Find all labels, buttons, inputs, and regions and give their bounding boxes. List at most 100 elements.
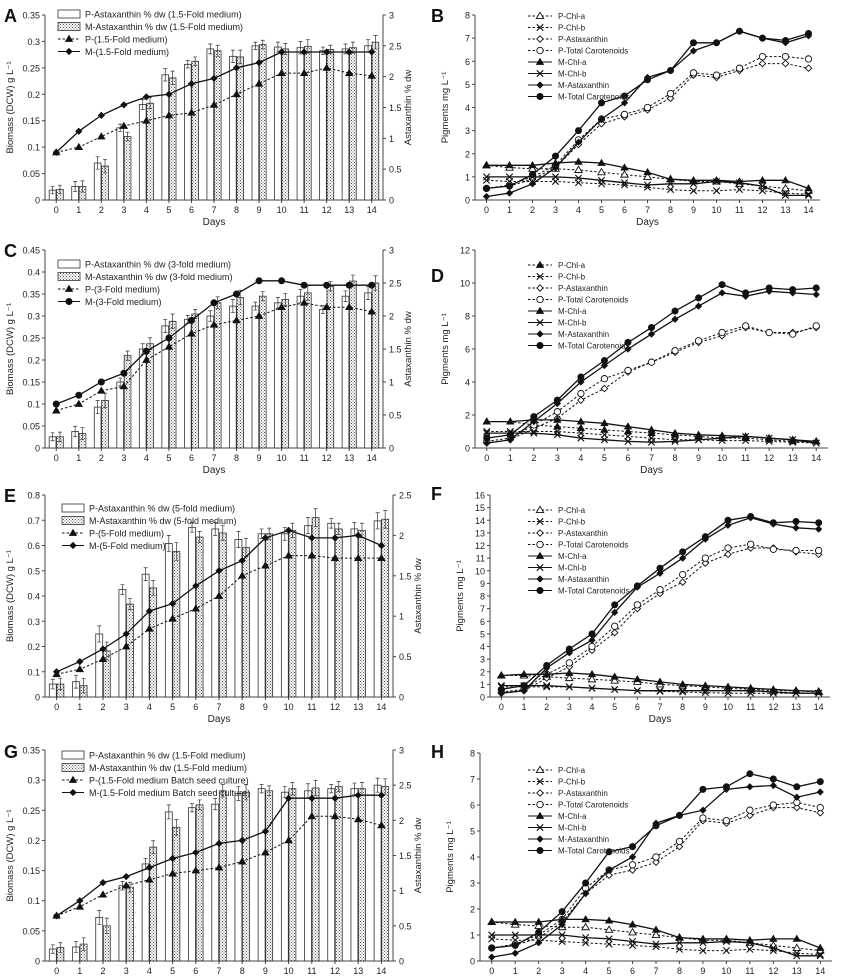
data-point: [187, 329, 196, 337]
data-point: [121, 642, 131, 650]
y-tick-label: 14: [475, 516, 485, 526]
data-point: [505, 182, 513, 190]
data-point: [610, 676, 620, 684]
x-tick-label: 4: [144, 205, 149, 215]
legend-label: M-Astaxanthin: [558, 330, 609, 339]
data-point: [678, 578, 687, 586]
y-tick-label: 6: [470, 801, 475, 811]
x-tick-label: 12: [322, 453, 332, 463]
y2-axis-title: Astaxanthin % dw: [403, 70, 414, 146]
data-point: [122, 872, 130, 881]
data-point: [624, 366, 632, 375]
error-bar: [57, 431, 62, 442]
data-point: [781, 36, 789, 44]
bar-p-day-9: [251, 45, 260, 201]
legend-label: P-(3-Fold medium): [85, 285, 160, 295]
data-point: [812, 290, 820, 299]
legend-label: M-Chl-a: [558, 552, 587, 561]
y-tick-label: 13: [475, 528, 485, 538]
legend-marker: [535, 306, 545, 314]
legend-marker: [536, 46, 544, 55]
legend-label: M-(1.5-Fold medium): [85, 47, 169, 57]
x-tick-label: 11: [745, 966, 754, 976]
data-point: [675, 939, 684, 947]
bar-p-day-8: [229, 305, 237, 449]
x-tick-label: 12: [768, 702, 778, 712]
bar-m-day-14: [371, 282, 380, 449]
error-bar: [208, 310, 213, 322]
data-point: [277, 48, 286, 56]
data-point: [624, 338, 632, 346]
bar-m-day-13: [349, 47, 357, 201]
data-point: [604, 916, 614, 924]
error-bar: [329, 518, 334, 529]
data-point: [816, 778, 824, 786]
series-line-p-1-5-fold-medium-batch-seed-culture: [56, 815, 382, 917]
legend-label: M-(3-Fold medium): [85, 297, 162, 307]
error-bar: [125, 131, 130, 142]
data-point: [75, 902, 85, 910]
error-bar: [236, 531, 241, 548]
y-tick-label: 2: [465, 149, 470, 159]
x-tick-label: 11: [307, 702, 316, 712]
data-point: [119, 382, 129, 390]
x-tick-label: 3: [560, 966, 565, 976]
data-point: [689, 47, 698, 55]
y-axis-title: Pigments mg L⁻¹: [440, 72, 451, 144]
data-point: [597, 99, 605, 107]
data-point: [511, 931, 519, 939]
data-point: [611, 608, 619, 617]
x-tick-label: 14: [367, 205, 377, 215]
data-point: [581, 922, 591, 931]
data-point: [718, 328, 726, 337]
legend-label: P-(1.5-Fold medium Batch seed culture): [89, 776, 249, 786]
y-tick-label: 12: [475, 541, 485, 551]
y-tick-label: 0: [35, 693, 40, 703]
error-bar: [213, 522, 218, 536]
data-point: [553, 431, 561, 439]
error-bar: [243, 784, 248, 801]
legend-label: M-Chl-b: [558, 564, 587, 573]
error-bar: [120, 881, 125, 891]
data-point: [699, 785, 707, 793]
bar-p-day-9: [257, 788, 266, 962]
data-point: [191, 604, 201, 612]
data-point: [804, 55, 813, 63]
legend-label: M-(5-Fold medium): [89, 541, 166, 551]
error-bar: [373, 35, 378, 50]
legend-label: M-Total Carotenoids: [558, 587, 630, 596]
error-bar: [328, 281, 333, 292]
error-bar: [104, 917, 109, 934]
data-point: [497, 671, 506, 679]
bar-p-day-7: [206, 48, 215, 201]
data-point: [643, 76, 651, 84]
error-bar: [170, 313, 175, 329]
data-point: [804, 184, 813, 192]
data-point: [354, 791, 362, 799]
data-point: [164, 342, 174, 350]
bar-m-day-11: [311, 517, 320, 698]
data-point: [628, 853, 637, 861]
data-point: [577, 434, 585, 442]
data-point: [652, 858, 660, 867]
data-point: [746, 783, 754, 791]
error-bar: [163, 318, 168, 333]
error-bar: [375, 512, 380, 530]
data-point: [52, 912, 61, 920]
y-tick-label: 0.2: [27, 90, 40, 100]
y-axis-title: Biomass (DCW) g L⁻¹: [5, 61, 16, 153]
y-tick-label: 0.15: [22, 378, 40, 388]
y2-tick-label: 1.5: [399, 571, 412, 581]
bar-m-day-4: [149, 846, 158, 962]
legend-marker: [535, 57, 545, 65]
y2-tick-label: 1.5: [399, 851, 412, 861]
bar-m-day-9: [258, 44, 267, 201]
data-point: [769, 801, 777, 809]
data-point: [122, 630, 130, 638]
data-point: [543, 661, 551, 669]
data-point: [792, 943, 802, 952]
x-tick-label: 7: [211, 205, 216, 215]
legend-marker: [536, 318, 544, 327]
x-tick-label: 7: [653, 966, 658, 976]
legend-marker: [69, 541, 77, 550]
